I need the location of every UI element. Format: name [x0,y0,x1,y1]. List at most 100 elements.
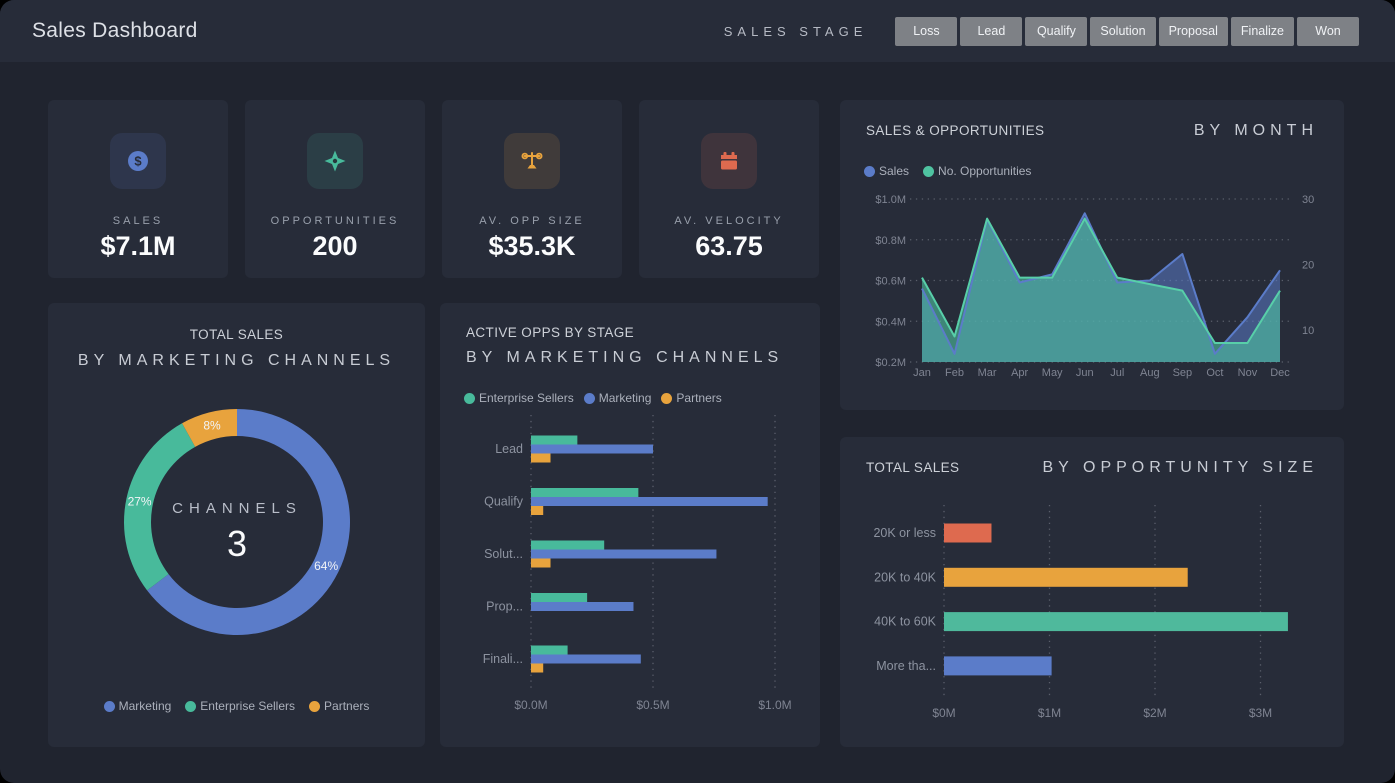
calendar-icon [721,152,737,170]
chart-title: TOTAL SALES [866,460,960,475]
kpi-label: AV. VELOCITY [674,215,784,227]
svg-text:$0.4M: $0.4M [875,316,906,328]
kpi-value: $35.3K [488,231,576,261]
kpi-tile [701,133,757,189]
kpi-value: $7.1M [100,231,176,261]
svg-text:27%: 27% [128,495,152,509]
kpi-label: AV. OPP SIZE [479,215,585,227]
svg-text:$1M: $1M [1038,706,1061,720]
svg-text:May: May [1042,367,1063,379]
legend-item-enterprise-sellers[interactable]: Enterprise Sellers [464,391,574,405]
svg-text:Apr: Apr [1011,367,1028,379]
svg-text:$0M: $0M [932,706,955,720]
chart-subtitle: BY MARKETING CHANNELS [466,349,784,366]
svg-text:$0.5M: $0.5M [636,698,669,712]
marketing-channels-donut-chart[interactable]: 64% 27% 8% CHANNELS 3 [48,391,425,691]
scale-icon [521,152,543,169]
svg-text:30: 30 [1302,194,1314,206]
legend-dot [923,165,935,177]
svg-text:8%: 8% [203,419,221,433]
svg-text:$: $ [134,154,142,169]
legend-dot [103,700,115,712]
legend-item-partners[interactable]: Partners [661,391,722,405]
sales-by-opportunity-size-chart[interactable]: $0M $1M $2M $3M 20K or less 20K to 40K 40K to … [840,497,1344,747]
total-sales-by-channel-card: TOTAL SALES BY MARKETING CHANNELS 64% 27%… [48,303,425,747]
chart-subtitle: BY OPPORTUNITY SIZE [1042,459,1318,476]
legend-dot [185,700,197,712]
legend-item-sales[interactable]: Sales [864,164,909,178]
kpi-card-sales: $ SALES $7.1M [48,100,228,278]
svg-text:Dec: Dec [1270,367,1290,379]
kpi-tile [307,133,363,189]
svg-text:$0.0M: $0.0M [514,698,547,712]
legend-dot [464,392,475,404]
svg-text:$0.8M: $0.8M [875,235,906,247]
chart-title: ACTIVE OPPS BY STAGE [466,325,635,340]
legend-item-enterprise-sellers[interactable]: Enterprise Sellers [185,699,295,713]
svg-text:$1.0M: $1.0M [875,194,906,206]
kpi-label: OPPORTUNITIES [270,215,400,227]
kpi-card-opportunities: OPPORTUNITIES 200 [245,100,425,278]
kpi-tile: $ [110,133,166,189]
top-bar: Sales Dashboard SALES STAGE Loss Lead Qual… [0,0,1395,62]
stage-button-finalize[interactable]: Finalize [1230,16,1294,46]
legend-dot [661,392,673,404]
svg-text:40K to 60K: 40K to 60K [874,615,937,629]
svg-text:Jun: Jun [1076,367,1094,379]
kpi-value: 63.75 [695,231,763,261]
stage-button-qualify[interactable]: Qualify [1025,16,1088,46]
legend-item-no-opportunities[interactable]: No. Opportunities [923,164,1031,178]
svg-text:Feb: Feb [945,367,964,379]
svg-text:Nov: Nov [1238,367,1258,379]
svg-text:10: 10 [1302,325,1314,337]
svg-text:Lead: Lead [495,442,523,456]
total-sales-by-opp-size-card: TOTAL SALES BY OPPORTUNITY SIZE $0M $1M $2… [840,437,1344,747]
svg-text:Jul: Jul [1110,367,1124,379]
target-icon [324,150,346,172]
svg-text:More tha...: More tha... [876,659,936,673]
stage-button-won[interactable]: Won [1297,16,1359,46]
svg-text:20: 20 [1302,259,1314,271]
sales-stage-buttons: Loss Lead Qualify Solution Proposal Finalize W… [895,16,1359,46]
legend-dot [309,700,321,712]
svg-text:64%: 64% [314,559,338,573]
svg-text:$1.0M: $1.0M [758,698,791,712]
sales-stage-filter: SALES STAGE Loss Lead Qualify Solution Propo… [723,16,1359,46]
stage-button-loss[interactable]: Loss [895,16,958,46]
svg-text:Aug: Aug [1140,367,1160,379]
kpi-card-avg-velocity: AV. VELOCITY 63.75 [639,100,819,278]
svg-text:$3M: $3M [1249,706,1272,720]
active-opps-by-stage-chart[interactable]: $0.0M $0.5M $1.0M Lead Qualify Solut... Prop..… [440,413,820,743]
sales-opportunities-card: SALES & OPPORTUNITIES BY MONTH Sales No. … [840,100,1344,410]
kpi-card-avg-opp-size: AV. OPP SIZE $35.3K [442,100,622,278]
kpi-tile [504,133,560,189]
stage-button-solution[interactable]: Solution [1090,16,1156,46]
svg-text:CHANNELS: CHANNELS [172,500,302,517]
chart-legend: Sales No. Opportunities [864,164,1031,178]
svg-text:Finali...: Finali... [483,652,523,666]
kpi-value: 200 [312,231,358,261]
kpi-label: SALES [112,215,164,227]
svg-text:3: 3 [227,523,247,564]
chart-subtitle: BY MONTH [1193,122,1318,139]
svg-text:Qualify: Qualify [484,495,524,509]
legend-item-partners[interactable]: Partners [309,699,369,713]
stage-button-lead[interactable]: Lead [960,16,1023,46]
chart-title: SALES & OPPORTUNITIES [866,123,1045,138]
chart-legend: Marketing Enterprise Sellers Partners [48,699,425,713]
chart-legend: Enterprise Sellers Marketing Partners [464,391,722,405]
sales-stage-label: SALES STAGE [723,23,868,39]
svg-text:20K to 40K: 20K to 40K [874,570,937,584]
legend-item-marketing[interactable]: Marketing [583,391,651,405]
stage-button-proposal[interactable]: Proposal [1158,16,1228,46]
chart-subtitle: BY MARKETING CHANNELS [77,352,396,369]
svg-text:Jan: Jan [913,367,931,379]
page-title: Sales Dashboard [32,19,198,42]
dollar-circle-icon: $ [128,151,148,171]
svg-text:Sep: Sep [1173,367,1193,379]
sales-opportunities-by-month-chart[interactable]: $0.2M $0.4M $0.6M $0.8M $1.0M 10 20 30 Jan Feb Mar… [840,188,1344,400]
legend-dot [583,392,595,404]
svg-text:$0.6M: $0.6M [875,276,906,288]
legend-item-marketing[interactable]: Marketing [103,699,171,713]
